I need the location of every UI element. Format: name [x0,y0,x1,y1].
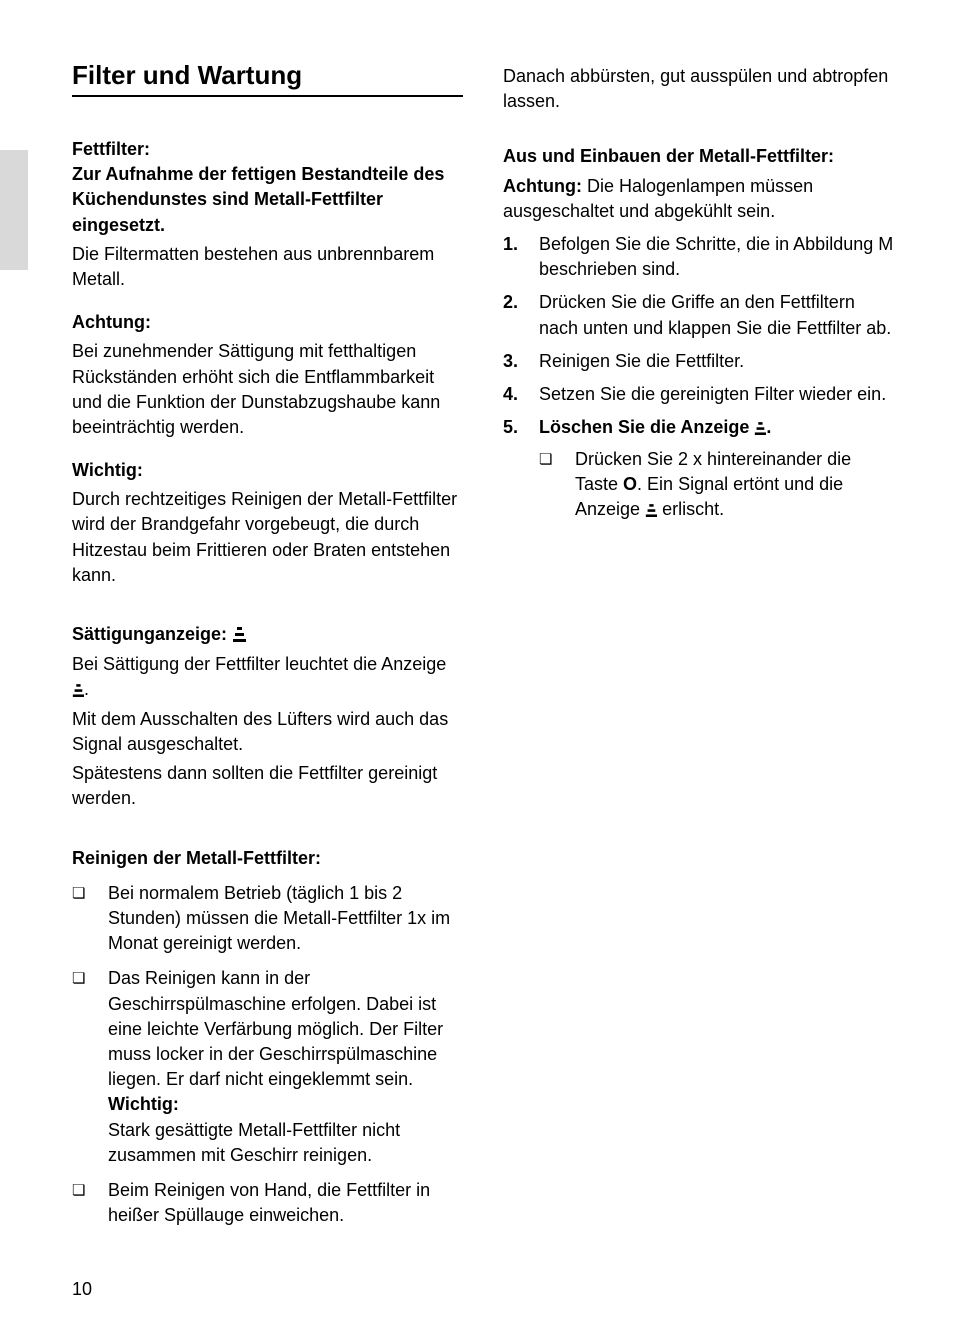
step-number: 2. [503,290,539,340]
left-column: Filter und Wartung Fettfilter: Zur Aufna… [72,60,463,1228]
step5-suffix: . [766,417,771,437]
step-text: Reinigen Sie die Fettfilter. [539,349,894,374]
sub-bullet-list: ❏ Drücken Sie 2 x hintereinander die Tas… [503,447,894,523]
step-number: 1. [503,232,539,282]
intro-text: Die Filtermatten bestehen aus unbrennbar… [72,242,463,292]
saettigung-heading: Sättigunganzeige: [72,622,463,648]
continuation-text: Danach abbürsten, gut ausspülen und abtr… [503,64,894,114]
square-bullet-icon: ❏ [72,966,108,1168]
right-column: Danach abbürsten, gut ausspülen und abtr… [503,60,894,1228]
bullet2-wichtig-text: Stark gesättigte Metall-Fettfilter nicht… [108,1120,400,1165]
step-text: Drücken Sie die Griffe an den Fettfilter… [539,290,894,340]
wichtig-text: Durch rechtzeitiges Reinigen der Metall-… [72,487,463,588]
section-title: Filter und Wartung [72,60,463,97]
list-item: ❏ Drücken Sie 2 x hintereinander die Tas… [539,447,894,523]
achtung-text: Bei zunehmender Sättigung mit fetthaltig… [72,339,463,440]
page-number: 10 [72,1279,92,1300]
step-number: 4. [503,382,539,407]
square-bullet-icon: ❏ [539,447,575,523]
saettigung-p3: Spätestens dann sollten die Fettfilter g… [72,761,463,811]
einbau-achtung: Achtung: Die Halogenlampen müssen ausges… [503,174,894,224]
bullet2-wichtig-label: Wichtig: [108,1094,179,1114]
list-item: 3. Reinigen Sie die Fettfilter. [503,349,894,374]
list-item: ❏ Das Reinigen kann in der Geschirrspülm… [72,966,463,1168]
step-text: Setzen Sie die gereinigten Filter wieder… [539,382,894,407]
step-number: 5. [503,415,539,441]
step-text: Befolgen Sie die Schritte, die in Abbild… [539,232,894,282]
indicator-icon [72,678,84,703]
step-number: 3. [503,349,539,374]
sub-key: O [623,474,637,494]
square-bullet-icon: ❏ [72,881,108,957]
indicator-icon [645,498,657,523]
saettigung-p2: Mit dem Ausschalten des Lüfters wird auc… [72,707,463,757]
einbau-heading: Aus und Einbauen der Metall-Fettfilter: [503,144,894,169]
saettigung-p1: Bei Sättigung der Fettfilter leuchtet di… [72,652,463,703]
page-content: Filter und Wartung Fettfilter: Zur Aufna… [72,60,894,1228]
bullet2-main: Das Reinigen kann in der Geschirrspülmas… [108,968,443,1089]
wichtig-heading: Wichtig: [72,458,463,483]
step5-prefix: Löschen Sie die Anzeige [539,417,754,437]
step-text: Löschen Sie die Anzeige . [539,415,894,441]
saettigung-p1b: . [84,679,89,699]
intro-bold: Zur Aufnahme der fettigen Bestandteile d… [72,162,463,238]
list-item: ❏ Bei normalem Betrieb (täglich 1 bis 2 … [72,881,463,957]
side-tab [0,150,28,270]
square-bullet-icon: ❏ [72,1178,108,1228]
reinigen-heading: Reinigen der Metall-Fettfilter: [72,846,463,871]
install-steps-list: 1. Befolgen Sie die Schritte, die in Abb… [503,232,894,441]
list-item: ❏ Beim Reinigen von Hand, die Fettfilter… [72,1178,463,1228]
indicator-icon [754,416,766,441]
sub-bullet-text: Drücken Sie 2 x hintereinander die Taste… [575,447,894,523]
achtung-heading: Achtung: [72,310,463,335]
indicator-icon [232,623,246,648]
sub-c: erlischt. [657,499,724,519]
bullet-text: Das Reinigen kann in der Geschirrspülmas… [108,966,463,1168]
list-item: 1. Befolgen Sie die Schritte, die in Abb… [503,232,894,282]
list-item: 4. Setzen Sie die gereinigten Filter wie… [503,382,894,407]
saettigung-p1a: Bei Sättigung der Fettfilter leuchtet di… [72,654,446,674]
saettigung-label-text: Sättigunganzeige: [72,624,227,644]
bullet-text: Beim Reinigen von Hand, die Fettfilter i… [108,1178,463,1228]
cleaning-bullet-list: ❏ Bei normalem Betrieb (täglich 1 bis 2 … [72,881,463,1228]
fettfilter-heading: Fettfilter: [72,137,463,162]
bullet-text: Bei normalem Betrieb (täglich 1 bis 2 St… [108,881,463,957]
list-item: 2. Drücken Sie die Griffe an den Fettfil… [503,290,894,340]
achtung-prefix: Achtung: [503,176,582,196]
list-item: 5. Löschen Sie die Anzeige . [503,415,894,441]
